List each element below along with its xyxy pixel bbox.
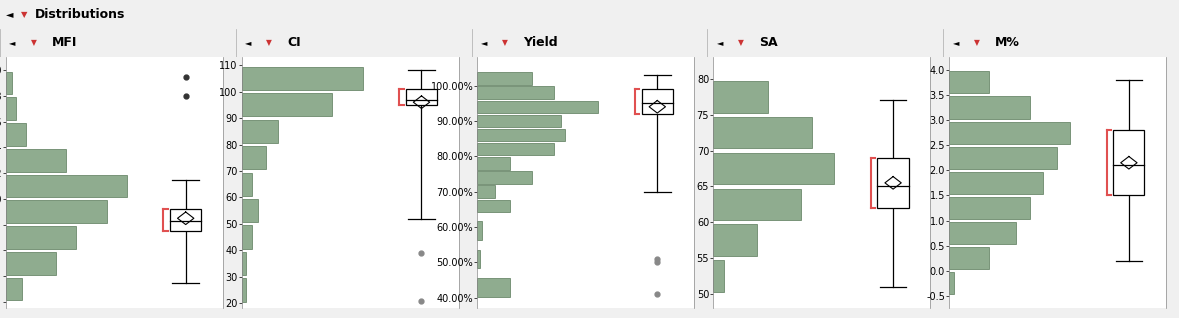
Text: SA: SA <box>759 37 778 49</box>
Bar <box>713 225 757 256</box>
Text: ◄: ◄ <box>245 38 252 47</box>
Bar <box>242 67 363 90</box>
Bar <box>713 81 769 113</box>
Bar <box>477 72 533 85</box>
Bar <box>477 129 566 141</box>
Bar <box>6 252 57 275</box>
Text: CI: CI <box>288 37 302 49</box>
Text: ▼: ▼ <box>974 38 980 47</box>
Text: ▼: ▼ <box>502 38 508 47</box>
Bar <box>6 149 66 172</box>
Bar <box>949 222 1016 244</box>
Bar <box>641 89 673 114</box>
Bar <box>477 278 511 297</box>
Bar <box>713 117 812 149</box>
Bar <box>477 143 554 156</box>
Bar <box>949 197 1029 219</box>
Bar <box>477 200 511 212</box>
Bar <box>713 153 835 184</box>
Bar <box>949 147 1056 169</box>
Bar <box>477 157 511 169</box>
Bar <box>6 175 127 197</box>
Bar <box>6 201 106 223</box>
Text: ▼: ▼ <box>31 38 37 47</box>
Bar <box>477 171 533 184</box>
Text: ◄: ◄ <box>481 38 488 47</box>
Bar <box>242 146 266 169</box>
Bar <box>477 250 480 268</box>
Bar <box>242 252 245 275</box>
Bar <box>477 185 495 198</box>
Bar <box>949 71 989 93</box>
Text: ▼: ▼ <box>266 38 272 47</box>
Bar <box>477 115 561 127</box>
Bar <box>949 247 989 269</box>
Bar <box>242 278 245 301</box>
Text: M%: M% <box>995 37 1020 49</box>
Bar <box>6 97 17 120</box>
Bar <box>242 173 252 196</box>
Bar <box>6 123 26 146</box>
Bar <box>713 189 802 220</box>
Text: MFI: MFI <box>52 37 78 49</box>
Text: Distributions: Distributions <box>35 8 126 21</box>
Bar <box>949 96 1029 119</box>
Bar <box>6 72 12 94</box>
Bar <box>242 225 252 249</box>
Bar <box>877 158 909 208</box>
Bar <box>713 260 724 292</box>
Bar <box>1113 130 1145 195</box>
Bar <box>949 172 1043 194</box>
Text: Yield: Yield <box>523 37 558 49</box>
Bar <box>949 121 1071 144</box>
Text: ◄: ◄ <box>717 38 724 47</box>
Bar <box>6 278 22 301</box>
Bar <box>170 209 202 231</box>
Bar <box>477 221 482 240</box>
Bar <box>242 199 258 222</box>
Text: ◄: ◄ <box>9 38 17 47</box>
Bar <box>949 272 955 294</box>
Text: ◄: ◄ <box>6 9 13 19</box>
Bar <box>406 89 437 105</box>
Text: ▼: ▼ <box>21 10 28 19</box>
Bar <box>242 93 332 116</box>
Text: ◄: ◄ <box>953 38 960 47</box>
Bar <box>477 100 599 113</box>
Text: ▼: ▼ <box>738 38 744 47</box>
Bar <box>6 226 77 249</box>
Bar <box>477 86 554 99</box>
Bar <box>242 120 278 143</box>
